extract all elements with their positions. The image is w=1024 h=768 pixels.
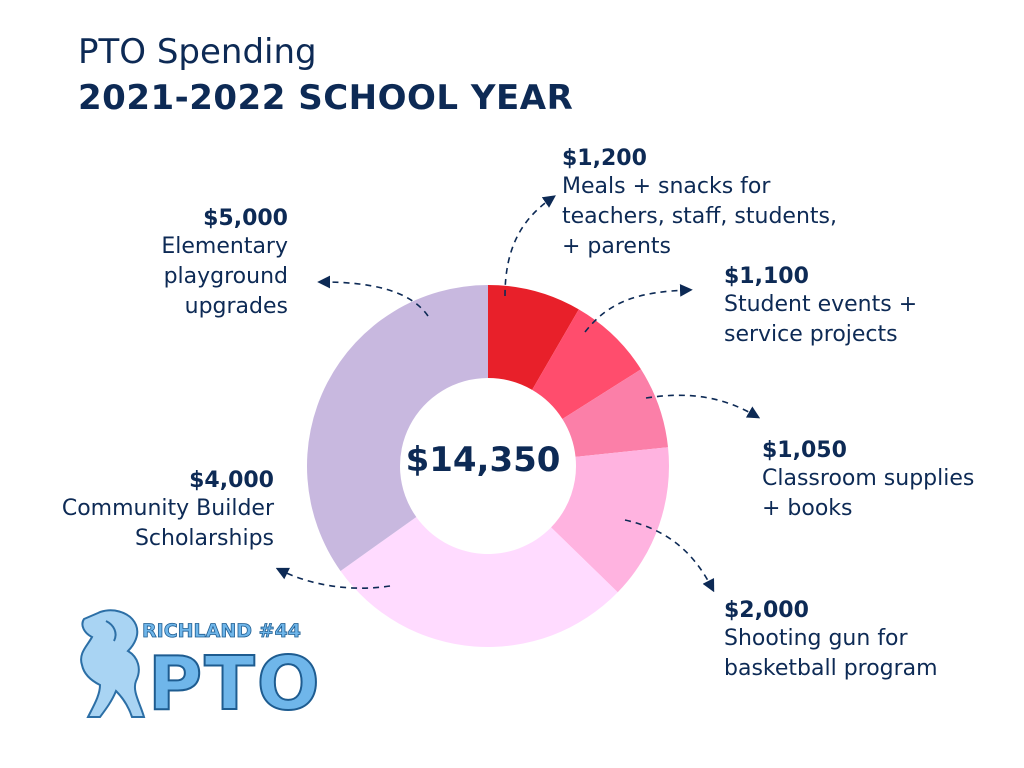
total-amount: $14,350 — [405, 440, 561, 480]
slice-description: Student events + service projects — [724, 292, 918, 347]
slice-description: Shooting gun for basketball program — [724, 626, 938, 681]
slice-shooting-gun — [551, 447, 669, 593]
logo-richland-text: RICHLAND #44 — [142, 620, 301, 642]
slice-amount: $2,000 — [724, 598, 809, 623]
leader-arrow-events — [584, 283, 693, 333]
slice-events — [532, 309, 641, 419]
leader-arrow-meals — [504, 195, 556, 297]
slice-amount: $1,100 — [724, 264, 809, 289]
slice-label-playground: $5,000 Elementary playground upgrades — [88, 206, 288, 322]
slice-amount: $1,200 — [562, 146, 647, 171]
leader-arrow-shooting-gun — [624, 519, 715, 593]
leader-arrow-supplies — [645, 394, 761, 419]
richland-pto-logo: RICHLAND #44 PTO — [80, 609, 320, 725]
slice-amount: $5,000 — [203, 206, 288, 231]
slice-playground — [307, 285, 488, 571]
logo-pto-text: PTO — [148, 641, 320, 725]
mustang-icon — [80, 609, 146, 718]
chart-title: PTO Spending — [78, 32, 317, 72]
slice-amount: $4,000 — [189, 468, 274, 493]
slice-label-events: $1,100 Student events + service projects — [724, 264, 917, 350]
slice-description: Meals + snacks for teachers, staff, stud… — [562, 174, 837, 259]
slice-label-scholarships: $4,000 Community Builder Scholarships — [30, 468, 274, 554]
slice-description: Classroom supplies + books — [762, 466, 975, 521]
leader-arrow-playground — [317, 275, 429, 317]
leader-arrow-scholarships — [275, 567, 391, 589]
slice-scholarships — [340, 517, 618, 647]
slice-meals — [488, 285, 579, 390]
slice-label-meals: $1,200 Meals + snacks for teachers, staf… — [562, 146, 837, 262]
slice-amount: $1,050 — [762, 438, 847, 463]
slice-label-supplies: $1,050 Classroom supplies + books — [762, 438, 974, 524]
slice-description: Community Builder Scholarships — [61, 496, 274, 551]
slice-description: Elementary playground upgrades — [161, 234, 288, 319]
slice-supplies — [562, 369, 669, 457]
chart-subtitle: 2021-2022 SCHOOL YEAR — [78, 78, 574, 118]
slice-label-shooting-gun: $2,000 Shooting gun for basketball progr… — [724, 598, 938, 684]
